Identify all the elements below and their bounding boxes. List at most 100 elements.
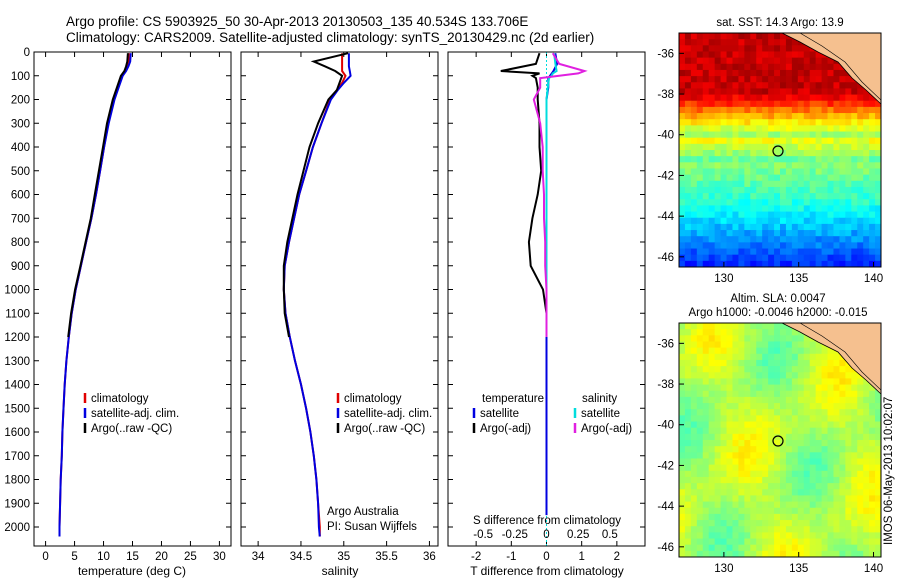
map-cell	[738, 341, 745, 349]
map-cell	[863, 211, 870, 219]
map-cell	[857, 119, 864, 126]
map-cell	[690, 526, 698, 533]
map-cell	[696, 550, 704, 557]
map-cell	[738, 353, 745, 361]
map-cell	[815, 446, 823, 453]
map-cell	[720, 323, 728, 330]
map-cell	[839, 384, 846, 392]
map-cell	[809, 390, 817, 398]
map-cell	[821, 495, 829, 503]
map-cell	[803, 470, 811, 478]
map-cell	[869, 415, 876, 423]
map-cell	[696, 199, 704, 207]
map-cell	[720, 452, 728, 460]
map-cell	[756, 483, 763, 490]
map-cell	[726, 415, 734, 423]
map-cell	[780, 359, 787, 367]
map-x-tick-label: 140	[864, 563, 883, 575]
map-cell	[774, 76, 781, 83]
map-cell	[750, 82, 757, 90]
map-cell	[833, 168, 841, 176]
map-cell	[726, 254, 734, 262]
map-cell	[756, 390, 763, 398]
map-cell	[714, 427, 722, 435]
map-cell	[774, 236, 781, 243]
map-cell	[684, 174, 692, 182]
map-cell	[750, 254, 757, 262]
map-cell	[791, 223, 799, 231]
y-tick-label: 1600	[4, 427, 30, 439]
map-cell	[756, 143, 763, 151]
map-cell	[797, 403, 805, 410]
map-cell	[679, 470, 686, 478]
map-cell	[774, 520, 781, 527]
map-cell	[803, 230, 811, 237]
map-cell	[750, 538, 757, 546]
map-cell	[720, 440, 728, 447]
map-cell	[684, 495, 692, 503]
map-cell	[780, 150, 787, 157]
map-cell	[684, 470, 692, 478]
map-cell	[845, 254, 852, 262]
map-cell	[845, 260, 852, 267]
map-cell	[869, 526, 876, 533]
map-cell	[714, 335, 722, 343]
map-cell	[869, 106, 876, 114]
map-cell	[863, 174, 870, 182]
map-cell	[696, 236, 704, 243]
map-cell	[839, 260, 846, 267]
map-cell	[696, 544, 704, 552]
map-cell	[696, 396, 704, 404]
map-cell	[833, 193, 841, 200]
map-cell	[750, 162, 757, 170]
map-cell	[821, 520, 829, 527]
map-cell	[720, 180, 728, 188]
map-cell	[690, 131, 698, 139]
map-cell	[809, 341, 817, 349]
map-cell	[756, 57, 763, 65]
map-cell	[750, 458, 757, 466]
map-cell	[803, 501, 811, 509]
map-cell	[821, 76, 829, 83]
map-cell	[714, 193, 722, 200]
map-cell	[785, 76, 793, 83]
map-cell	[797, 254, 805, 262]
map-cell	[708, 532, 716, 540]
map-cell	[851, 415, 858, 423]
map-cell	[679, 254, 686, 262]
map-cell	[708, 242, 716, 250]
map-cell	[791, 489, 799, 497]
map-cell	[690, 544, 698, 552]
map-cell	[720, 82, 728, 90]
map-cell	[839, 550, 846, 557]
map-cell	[785, 223, 793, 231]
map-cell	[726, 550, 734, 557]
map-cell	[821, 501, 829, 509]
map-cell	[797, 341, 805, 349]
map-cell	[738, 366, 745, 373]
map-cell	[726, 230, 734, 237]
map-cell	[714, 390, 722, 398]
map-cell	[845, 526, 852, 533]
map-cell	[684, 39, 692, 46]
map-cell	[827, 150, 835, 157]
map-cell	[720, 526, 728, 533]
map-cell	[857, 150, 864, 157]
map-cell	[845, 100, 852, 108]
map-cell	[797, 550, 805, 557]
map-cell	[839, 489, 846, 497]
map-cell	[726, 544, 734, 552]
map-cell	[821, 513, 829, 521]
map-cell	[803, 353, 811, 361]
map-cell	[797, 476, 805, 484]
map-cell	[815, 495, 823, 503]
map-cell	[833, 131, 841, 139]
map-cell	[690, 538, 698, 546]
map-cell	[696, 137, 704, 145]
map-cell	[690, 464, 698, 472]
y-tick-label: 2000	[4, 522, 30, 534]
map-cell	[679, 335, 686, 343]
map-cell	[756, 440, 763, 447]
map-cell	[714, 248, 722, 256]
